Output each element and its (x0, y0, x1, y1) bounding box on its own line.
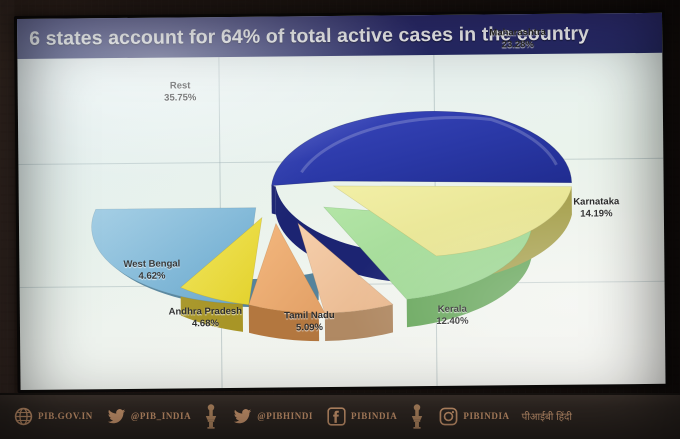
slice-tamil-nadu[interactable] (296, 221, 393, 313)
emblem-icon (206, 404, 217, 429)
footer-item-website[interactable]: PIB.GOV.IN (14, 407, 93, 426)
wall-seam-left (0, 0, 14, 400)
slice-side-kerala (406, 222, 532, 327)
label-kerala: Kerala 12.40% (436, 303, 469, 327)
pib-footer-bar: PIB.GOV.IN @PIB_INDIA @PIBHINDI (0, 393, 680, 439)
chart-area: Maharashtra 23.28% Karnataka 14.19% Kera… (17, 26, 665, 390)
facebook-icon (327, 406, 346, 426)
footer-hindi-label: पीआईबी हिंदी (521, 412, 572, 423)
footer-handle-website: PIB.GOV.IN (38, 411, 93, 421)
pie-3d-tops (90, 109, 572, 314)
pie-chart-svg (90, 109, 572, 341)
footer-item-facebook[interactable]: PIBINDIA (327, 406, 398, 426)
slice-maharashtra-left-wall (271, 185, 274, 214)
presentation-slide: 6 states account for 64% of total active… (17, 12, 666, 390)
label-rest: Rest 35.75% (164, 79, 197, 104)
slice-west-bengal[interactable] (179, 216, 262, 305)
pib-globe-icon (14, 407, 33, 425)
label-west-bengal: West Bengal 4.62% (123, 257, 181, 282)
slice-side-andhra-pradesh (248, 304, 319, 341)
footer-item-twitter-hindi[interactable]: @PIBHINDI (233, 407, 313, 426)
footer-handle-twitter-india: @PIB_INDIA (130, 411, 192, 421)
emblem-icon (412, 404, 423, 429)
slice-side-tamil-nadu (324, 303, 393, 341)
slice-maharashtra[interactable] (270, 109, 572, 186)
pie-chart: Maharashtra 23.28% Karnataka 14.19% Kera… (60, 26, 623, 389)
label-andhra-pradesh: Andhra Pradesh 4.68% (168, 305, 243, 330)
slice-andhra-pradesh[interactable] (247, 222, 325, 314)
footer-handle-facebook: PIBINDIA (351, 411, 398, 421)
footer-handle-instagram: PIBINDIA (463, 411, 510, 421)
slice-karnataka[interactable] (332, 183, 572, 256)
label-karnataka: Karnataka 14.19% (573, 195, 620, 220)
label-maharashtra: Maharashtra 23.28% (489, 26, 546, 51)
footer-item-twitter-india[interactable]: @PIB_INDIA (107, 407, 191, 426)
label-tamil-nadu: Tamil Nadu 5.09% (284, 309, 335, 334)
twitter-icon (107, 408, 126, 423)
video-wall-display: 6 states account for 64% of total active… (13, 9, 669, 394)
footer-item-instagram[interactable]: PIBINDIA (439, 407, 509, 426)
footer-handle-twitter-hindi: @PIBHINDI (257, 411, 314, 421)
twitter-icon (234, 408, 252, 423)
pie-highlight (299, 115, 558, 173)
instagram-icon (439, 407, 458, 425)
